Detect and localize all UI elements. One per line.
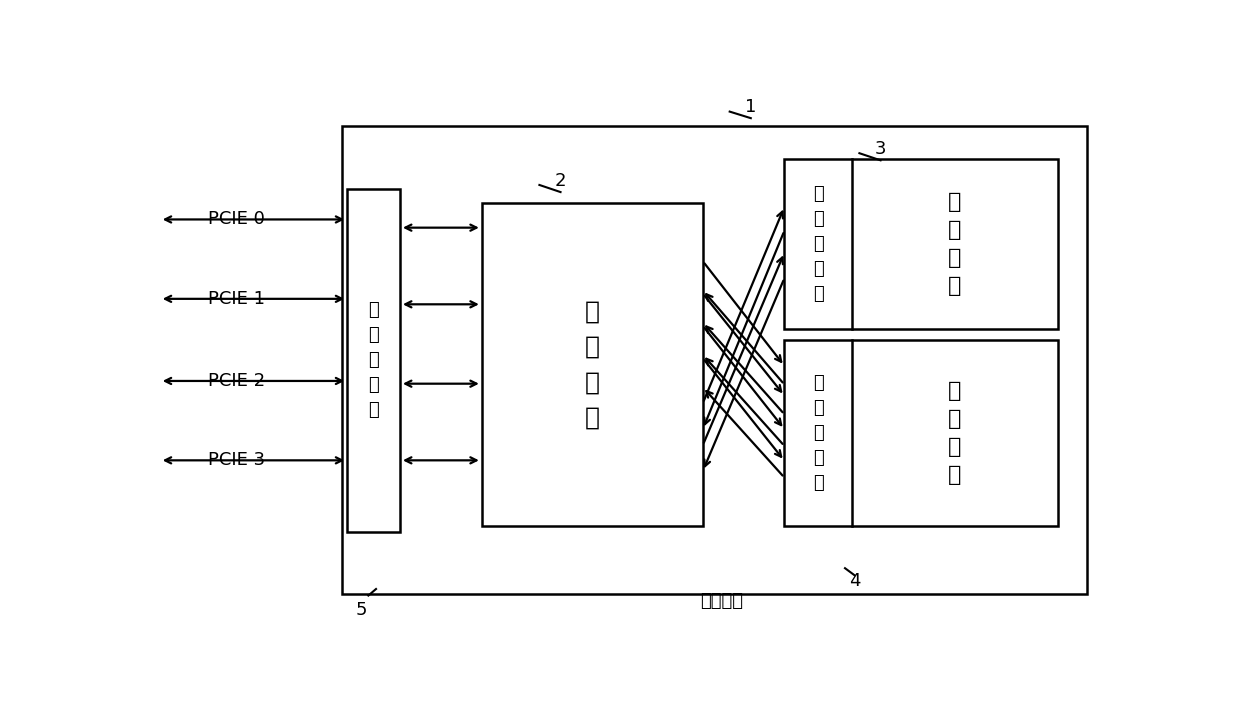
Bar <box>481 203 703 526</box>
Text: 硬盘背板: 硬盘背板 <box>701 592 744 610</box>
Text: 切
换
模
块: 切 换 模 块 <box>585 299 600 429</box>
Text: 硬
盘
连
接
器: 硬 盘 连 接 器 <box>368 301 379 419</box>
Text: PCIE 3: PCIE 3 <box>208 451 265 469</box>
Text: 5: 5 <box>356 601 367 619</box>
Text: 第
二
硬
盘: 第 二 硬 盘 <box>949 192 962 296</box>
Text: PCIE 1: PCIE 1 <box>208 290 265 308</box>
Bar <box>347 189 401 532</box>
Text: 4: 4 <box>849 572 861 590</box>
Text: PCIE 2: PCIE 2 <box>208 372 265 390</box>
Text: 第
一
硬
盘: 第 一 硬 盘 <box>949 381 962 485</box>
Text: PCIE 0: PCIE 0 <box>208 210 265 228</box>
Bar <box>785 159 1058 329</box>
Text: 第
一
连
接
器: 第 一 连 接 器 <box>812 374 823 492</box>
Bar <box>342 127 1087 594</box>
Text: 2: 2 <box>554 172 567 190</box>
Text: 第
二
连
接
器: 第 二 连 接 器 <box>812 185 823 303</box>
Text: 1: 1 <box>745 98 756 116</box>
Text: 3: 3 <box>874 140 887 159</box>
Bar <box>785 340 1058 526</box>
